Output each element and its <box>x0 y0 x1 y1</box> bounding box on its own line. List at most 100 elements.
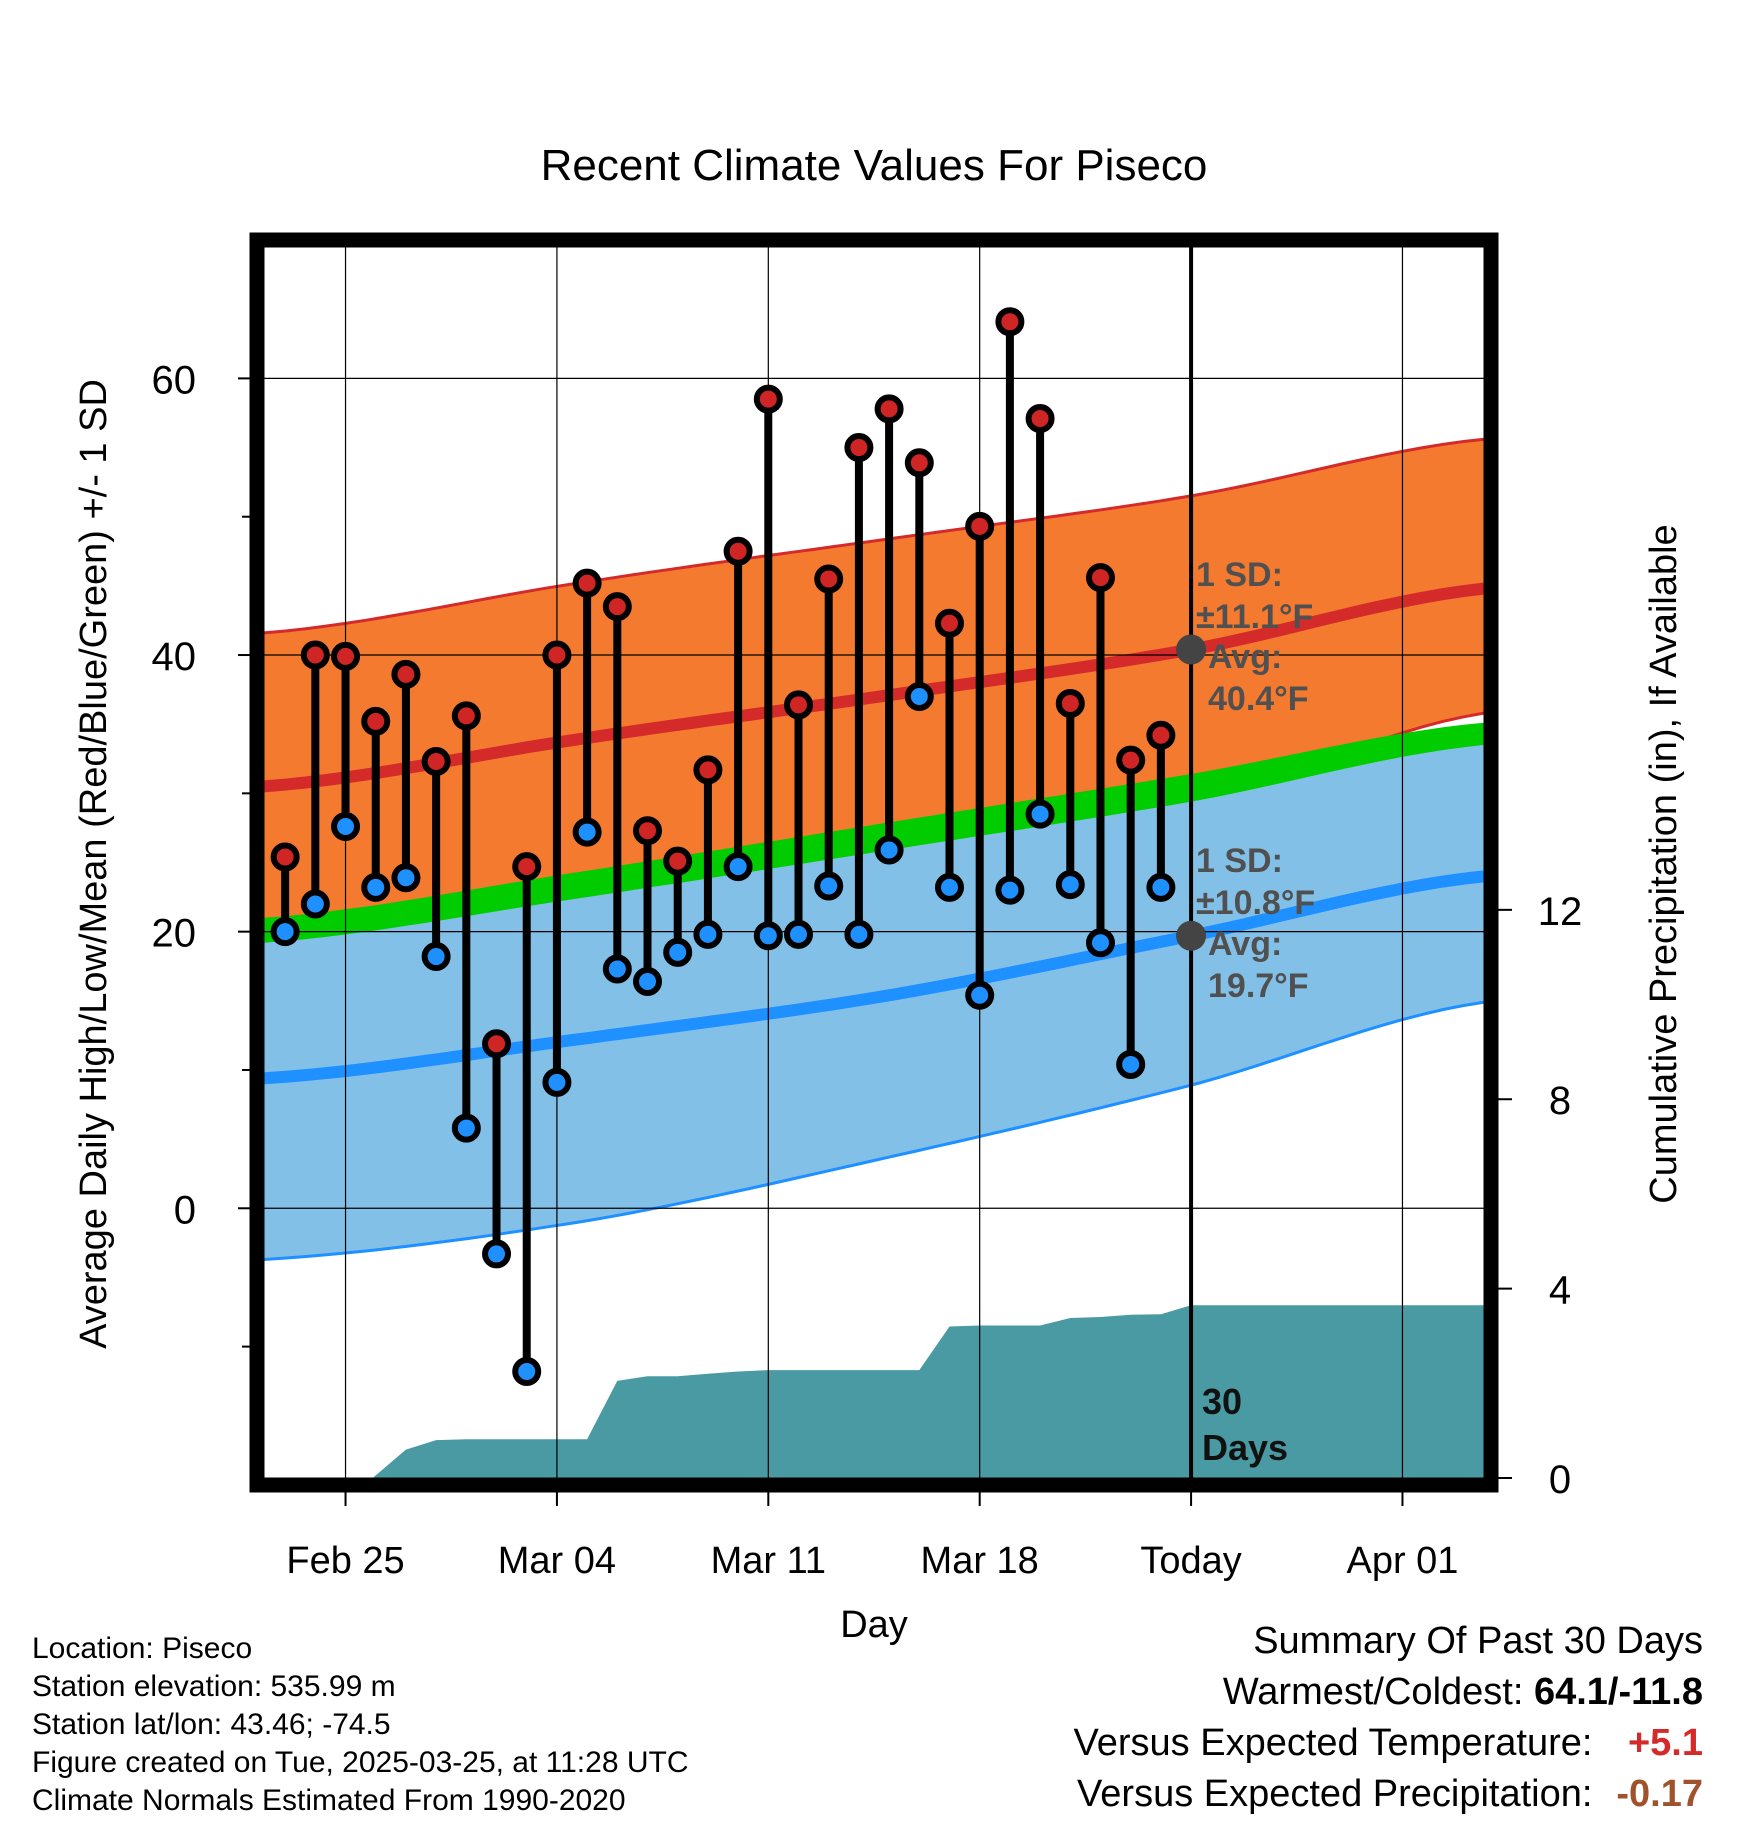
precip-area <box>264 1305 1484 1478</box>
summary-heading: Summary Of Past 30 Days <box>1253 1620 1703 1662</box>
low-point-day-8 <box>512 1356 542 1386</box>
high-point-day-27 <box>1085 563 1115 593</box>
low-point-day-22 <box>934 872 964 902</box>
low-point-day-19 <box>844 919 874 949</box>
y-axis-title-left: Average Daily High/Low/Mean (Red/Blue/Gr… <box>73 379 115 1349</box>
precip-area-group <box>264 1305 1484 1478</box>
low-sd-band-lower-edge <box>264 1000 1484 1261</box>
summary-temp-row: Versus Expected Temperature: +5.1 <box>1074 1718 1703 1769</box>
high-point-day-25 <box>1025 404 1055 434</box>
today-high-avg-dot <box>1176 634 1207 665</box>
x-tick-label-0: Feb 25 <box>286 1540 404 1582</box>
high-point-day-22 <box>934 608 964 638</box>
summary-precip-value: -0.17 <box>1616 1773 1703 1815</box>
high-point-day-5 <box>421 747 451 777</box>
low-point-day-26 <box>1055 870 1085 900</box>
low-point-day-18 <box>814 871 844 901</box>
high-point-day-29 <box>1146 720 1176 750</box>
y-left-tick-label-1: 20 <box>152 912 197 956</box>
low-point-day-13 <box>663 937 693 967</box>
low-point-day-15 <box>723 852 753 882</box>
low-point-day-3 <box>361 872 391 902</box>
high-point-day-0 <box>270 842 300 872</box>
low-point-day-11 <box>602 954 632 984</box>
high-point-day-16 <box>753 384 783 414</box>
low-avg-label: Avg: <box>1208 925 1282 963</box>
high-point-day-11 <box>602 592 632 622</box>
chart-title: Recent Climate Values For Piseco <box>541 141 1208 190</box>
high-sd-label: 1 SD: <box>1196 556 1283 594</box>
low-point-day-2 <box>331 812 361 842</box>
plot-frame <box>249 232 1499 1493</box>
low-point-day-10 <box>572 817 602 847</box>
x-tick-label-5: Apr 01 <box>1346 1540 1458 1582</box>
y-left-tick-label-2: 40 <box>152 635 197 679</box>
summary-extremes-row: Warmest/Coldest: 64.1/-11.8 <box>1074 1667 1703 1718</box>
low-point-day-14 <box>693 919 723 949</box>
high-sd-band-upper-edge <box>264 437 1484 635</box>
y-right-tick-label-2: 8 <box>1549 1079 1571 1123</box>
low-sd-value: ±10.8°F <box>1196 884 1315 922</box>
low-point-day-7 <box>482 1239 512 1269</box>
summary-panel: Summary Of Past 30 Days Warmest/Coldest:… <box>1074 1616 1703 1820</box>
period-unit: Days <box>1202 1427 1288 1468</box>
low-point-day-0 <box>270 917 300 947</box>
high-point-day-1 <box>300 640 330 670</box>
low-point-day-6 <box>451 1113 481 1143</box>
info-elevation: Station elevation: 535.99 m <box>32 1670 396 1703</box>
x-tick-label-2: Mar 11 <box>711 1540 826 1582</box>
low-point-day-21 <box>904 682 934 712</box>
y-left-tick-label-0: 0 <box>174 1188 196 1232</box>
y-right-tick-label-3: 12 <box>1538 890 1583 934</box>
low-point-day-12 <box>633 966 663 996</box>
high-point-day-24 <box>995 307 1025 337</box>
summary-precip-label: Versus Expected Precipitation: <box>1077 1773 1593 1815</box>
x-tick-label-4: Today <box>1140 1540 1241 1582</box>
high-point-day-9 <box>542 640 572 670</box>
y-left-tick-label-3: 60 <box>152 358 197 402</box>
low-point-day-28 <box>1116 1049 1146 1079</box>
low-point-day-23 <box>965 980 995 1010</box>
low-point-day-9 <box>542 1067 572 1097</box>
info-created: Figure created on Tue, 2025-03-25, at 11… <box>32 1746 689 1779</box>
high-point-day-10 <box>572 568 602 598</box>
summary-extremes-value: 64.1/-11.8 <box>1533 1671 1703 1713</box>
today-low-avg-dot <box>1176 920 1207 951</box>
low-point-day-4 <box>391 863 421 893</box>
high-point-day-14 <box>693 755 723 785</box>
high-point-day-18 <box>814 564 844 594</box>
high-sd-value: ±11.1°F <box>1196 598 1313 636</box>
y-right-tick-label-1: 4 <box>1549 1269 1571 1313</box>
high-point-day-20 <box>874 394 904 424</box>
high-avg-label: Avg: <box>1208 638 1282 676</box>
high-point-day-7 <box>482 1029 512 1059</box>
low-point-day-25 <box>1025 799 1055 829</box>
high-avg-value: 40.4°F <box>1208 680 1309 718</box>
daily-points <box>270 307 1176 1386</box>
station-info: Location: Piseco Station elevation: 535.… <box>32 1630 852 1820</box>
y-axis-title-right: Cumulative Precipitation (in), If Availa… <box>1643 524 1685 1203</box>
low-point-day-29 <box>1146 872 1176 902</box>
low-point-day-1 <box>300 889 330 919</box>
high-point-day-21 <box>904 448 934 478</box>
period-number: 30 <box>1202 1381 1242 1422</box>
high-sd-band <box>264 439 1484 936</box>
high-point-day-4 <box>391 659 421 689</box>
x-tick-label-1: Mar 04 <box>498 1540 616 1582</box>
high-point-day-3 <box>361 706 391 736</box>
low-point-day-17 <box>784 919 814 949</box>
high-point-day-19 <box>844 433 874 463</box>
normal-bands <box>264 437 1484 1261</box>
x-tick-label-3: Mar 18 <box>921 1540 1039 1582</box>
low-point-day-20 <box>874 835 904 865</box>
high-point-day-15 <box>723 536 753 566</box>
low-point-day-16 <box>753 921 783 951</box>
info-location: Location: Piseco <box>32 1632 253 1665</box>
daily-range-stems <box>281 321 1165 1372</box>
high-point-day-28 <box>1116 745 1146 775</box>
summary-temp-value: +5.1 <box>1627 1722 1703 1764</box>
low-point-day-27 <box>1085 928 1115 958</box>
high-point-day-12 <box>633 816 663 846</box>
high-point-day-26 <box>1055 688 1085 718</box>
high-point-day-8 <box>512 852 542 882</box>
